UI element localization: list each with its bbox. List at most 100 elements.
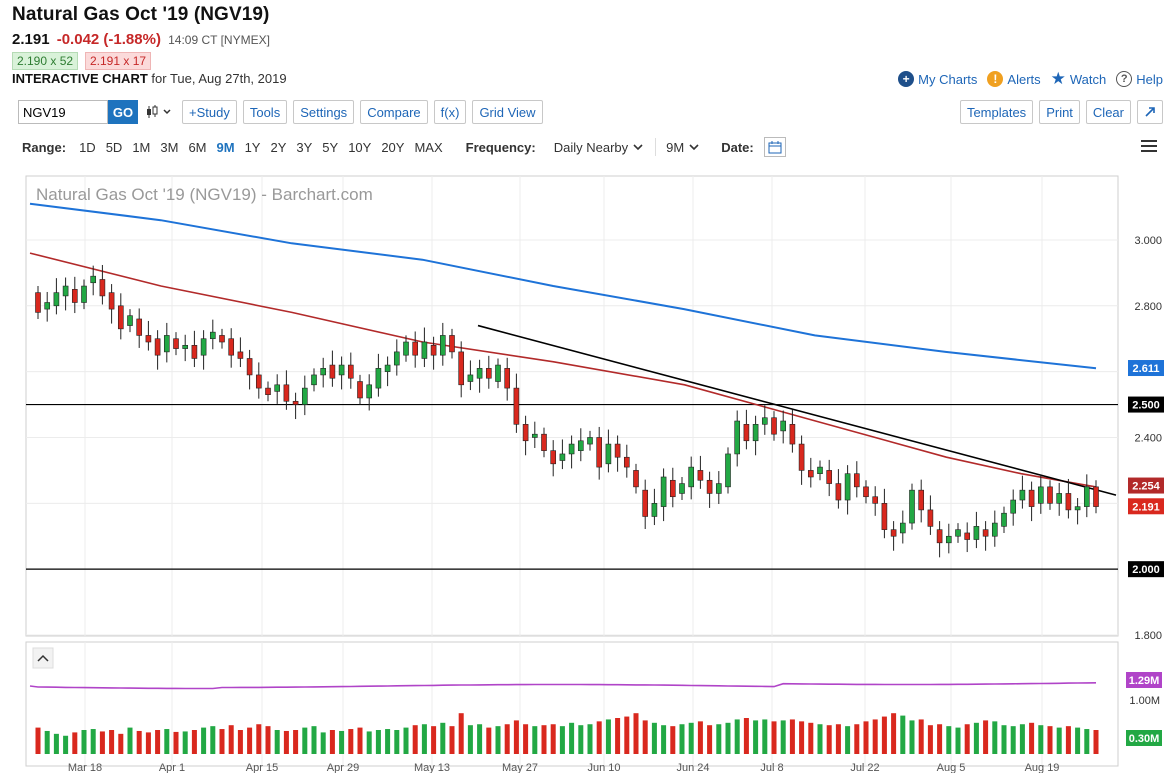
candle: [467, 374, 474, 382]
candle: [587, 437, 593, 445]
volume-bar: [624, 716, 630, 754]
candle: [688, 466, 695, 488]
volume-bar: [513, 720, 519, 754]
chart-type-dropdown[interactable]: [144, 100, 176, 124]
volume-bar: [909, 720, 915, 754]
volume-bar: [1075, 727, 1081, 754]
range-option[interactable]: 1M: [132, 139, 151, 155]
volume-bar: [1038, 725, 1044, 754]
volume-bar: [670, 726, 676, 754]
volume-bar: [320, 732, 326, 754]
candle: [200, 338, 207, 356]
symbol-input[interactable]: [18, 100, 108, 124]
help-label: Help: [1136, 71, 1163, 87]
function-button[interactable]: f(x): [433, 100, 467, 124]
add-study-button[interactable]: +Study: [182, 100, 237, 124]
candle: [1019, 489, 1026, 501]
candle: [531, 433, 538, 438]
grid-view-button[interactable]: Grid View: [472, 100, 543, 124]
clear-button[interactable]: Clear: [1085, 100, 1131, 124]
candle: [495, 364, 501, 382]
volume-bar: [1093, 730, 1099, 754]
range-option[interactable]: MAX: [414, 139, 443, 155]
settings-button[interactable]: Settings: [293, 100, 355, 124]
my-charts-link[interactable]: + My Charts: [898, 71, 977, 87]
volume-bar: [72, 732, 78, 754]
volume-bar: [973, 722, 979, 754]
candle: [743, 424, 750, 442]
tools-button[interactable]: Tools: [242, 100, 288, 124]
compare-button[interactable]: Compare: [360, 100, 428, 124]
volume-bar: [725, 722, 731, 754]
candle: [1001, 512, 1007, 527]
alerts-link[interactable]: ! Alerts: [987, 71, 1041, 87]
volume-bar: [283, 730, 289, 754]
volume-bar: [817, 724, 823, 754]
menu-button[interactable]: [1141, 139, 1157, 158]
date-picker[interactable]: [763, 137, 786, 157]
candle: [577, 440, 584, 451]
range-option[interactable]: 2Y: [270, 139, 287, 155]
price-tag-ma_200: [1128, 360, 1164, 377]
range-option[interactable]: 9M: [216, 139, 235, 155]
expand-icon: [1145, 107, 1155, 117]
candle: [725, 453, 731, 488]
volume-bar: [237, 730, 243, 754]
candle: [283, 384, 290, 402]
candle: [35, 292, 41, 313]
period-select[interactable]: 9M: [666, 140, 699, 155]
candle: [973, 526, 980, 540]
volume-bar: [615, 718, 621, 754]
volume-bar: [541, 725, 547, 754]
volume-bar: [449, 726, 455, 754]
range-option[interactable]: 1D: [79, 139, 96, 155]
help-link[interactable]: ? Help: [1116, 71, 1163, 87]
candle: [90, 275, 97, 284]
x-tick-label: Apr 1: [159, 762, 185, 773]
x-tick-label: Apr 15: [246, 762, 278, 773]
candle: [660, 476, 667, 507]
collapse-volume-button[interactable]: [32, 647, 54, 669]
range-option[interactable]: 20Y: [381, 139, 405, 155]
volume-bar: [440, 722, 446, 754]
candle: [899, 522, 906, 534]
candle: [596, 437, 603, 468]
range-option[interactable]: 10Y: [348, 139, 372, 155]
frequency-select[interactable]: Daily Nearby: [554, 140, 643, 155]
go-button[interactable]: GO: [108, 100, 138, 124]
candle: [559, 453, 566, 461]
volume-bar: [1065, 726, 1071, 754]
volume-bar: [688, 722, 694, 754]
volume-bar: [219, 729, 225, 754]
volume-bar: [642, 720, 648, 754]
candle: [311, 374, 317, 386]
candle: [449, 335, 455, 353]
candle: [853, 473, 860, 488]
print-button[interactable]: Print: [1039, 100, 1080, 124]
range-option[interactable]: 6M: [188, 139, 207, 155]
range-option[interactable]: 3Y: [296, 139, 313, 155]
volume-bar: [955, 727, 961, 754]
candle: [522, 424, 529, 442]
range-option[interactable]: 5D: [105, 139, 123, 155]
watch-link[interactable]: ★ Watch: [1051, 69, 1107, 89]
candle: [936, 529, 943, 544]
chart-area[interactable]: Mar 18 Apr 1 Apr 15 Apr 29 May 13 May 27 Jun 1…: [0, 172, 1175, 773]
range-option[interactable]: 5Y: [322, 139, 339, 155]
alerts-label: Alerts: [1007, 71, 1041, 87]
range-option[interactable]: 3M: [160, 139, 179, 155]
quote-header: Natural Gas Oct '19 (NGV19) 2.191 -0.042…: [12, 4, 270, 48]
candle: [384, 364, 391, 372]
volume-bar: [127, 727, 133, 754]
range-option[interactable]: 1Y: [244, 139, 261, 155]
volume-bar: [633, 713, 639, 754]
expand-button[interactable]: [1137, 100, 1163, 124]
x-tick-label: Jul 22: [850, 762, 879, 773]
price-chart[interactable]: Mar 18 Apr 1 Apr 15 Apr 29 May 13 May 27 Jun 1…: [0, 172, 1175, 773]
volume-bar: [559, 726, 565, 754]
candle: [605, 443, 612, 465]
templates-button[interactable]: Templates: [959, 100, 1034, 124]
candle: [798, 443, 805, 471]
quote-line: 2.191 -0.042 (-1.88%) 14:09 CT [NYMEX]: [12, 31, 270, 48]
volume-bar: [523, 724, 529, 754]
